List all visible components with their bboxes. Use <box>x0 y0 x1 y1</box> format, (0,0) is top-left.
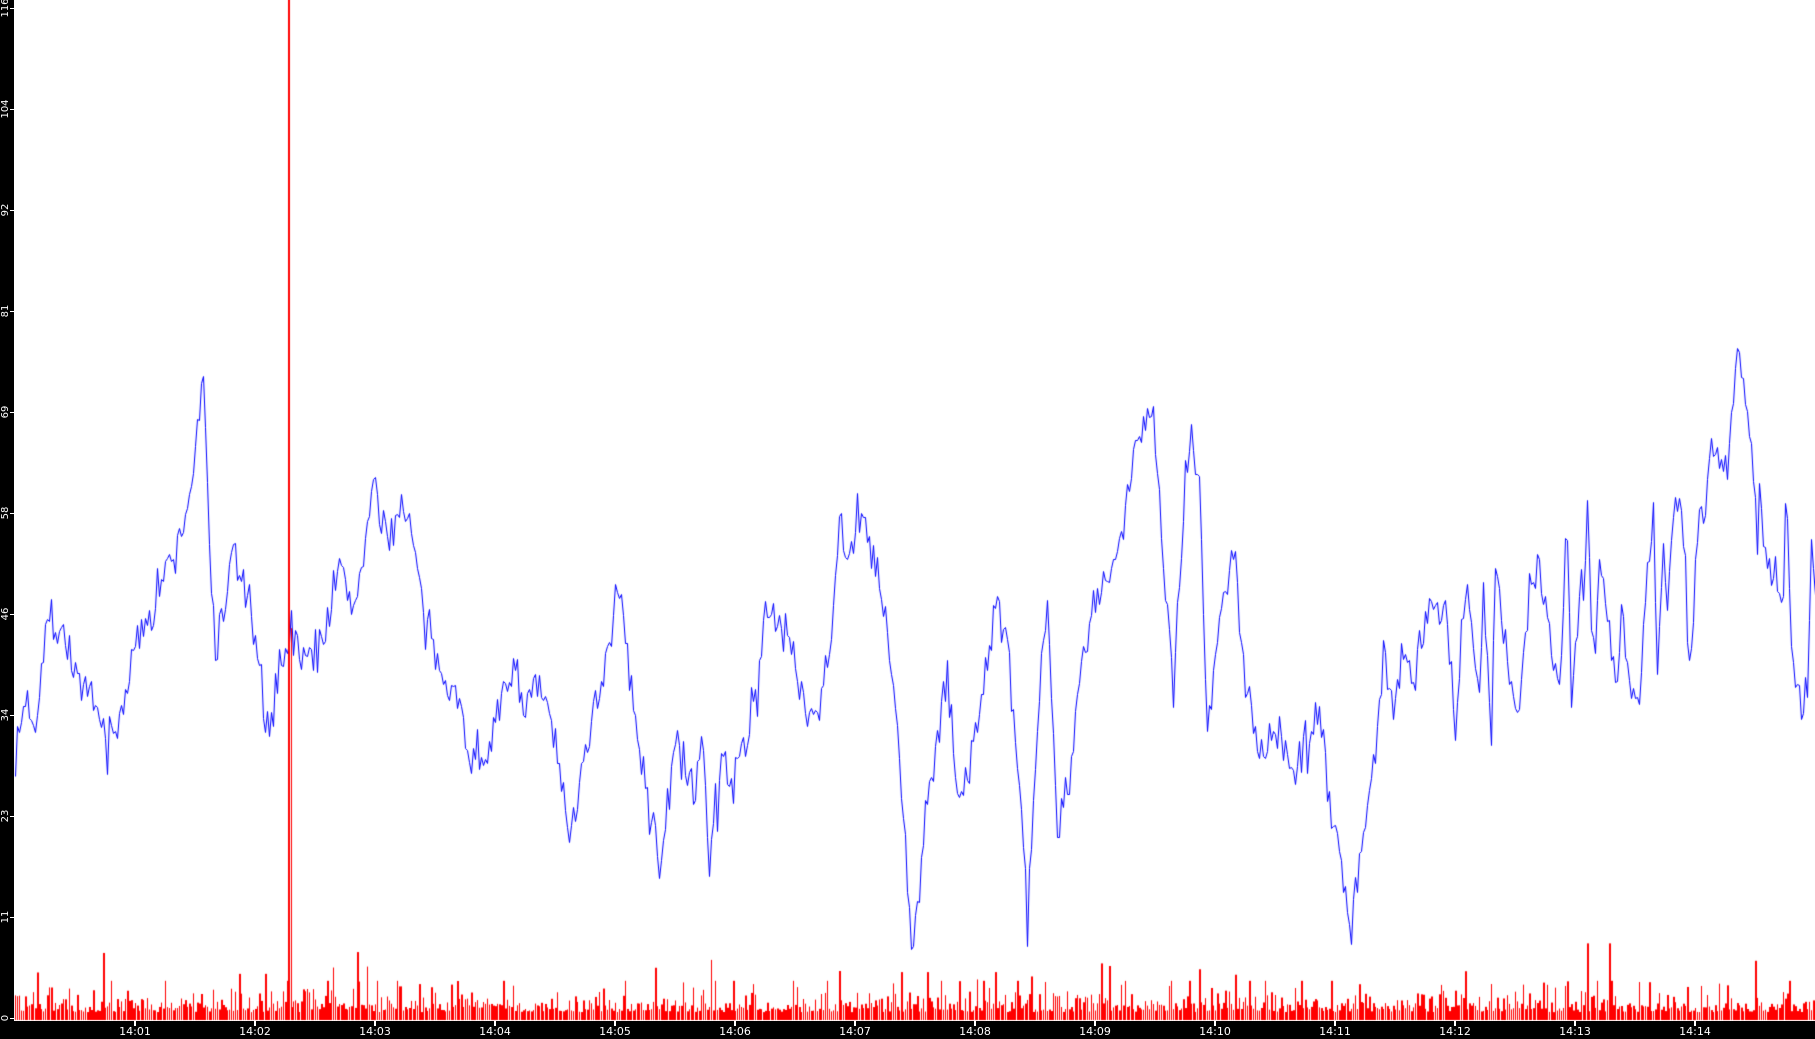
x-axis-tick <box>1094 1021 1096 1026</box>
x-axis-tick <box>1694 1021 1696 1026</box>
y-tick-label: 58 <box>0 506 11 520</box>
y-tick-label: 34 <box>0 708 11 722</box>
x-axis-tick <box>1214 1021 1216 1026</box>
x-tick-label: 14:07 <box>839 1025 871 1038</box>
x-axis-tick <box>1334 1021 1336 1026</box>
y-tick-label: 11 <box>0 910 11 924</box>
y-axis-tick <box>10 1017 14 1019</box>
x-tick-label: 14:09 <box>1079 1025 1111 1038</box>
x-axis-tick <box>614 1021 616 1026</box>
x-axis-tick <box>734 1021 736 1026</box>
y-axis-tick <box>10 512 14 514</box>
y-axis-tick <box>10 310 14 312</box>
y-axis-tick <box>10 209 14 211</box>
y-tick-label: 116 <box>0 0 11 18</box>
x-axis-tick <box>374 1021 376 1026</box>
y-axis-tick <box>10 613 14 615</box>
x-tick-label: 14:01 <box>119 1025 151 1038</box>
y-axis-tick <box>10 411 14 413</box>
y-tick-label: 92 <box>0 203 11 217</box>
x-axis-tick <box>1454 1021 1456 1026</box>
y-axis-tick <box>10 7 14 9</box>
x-axis-tick <box>134 1021 136 1026</box>
x-axis-tick <box>1574 1021 1576 1026</box>
x-tick-label: 14:13 <box>1559 1025 1591 1038</box>
y-tick-label: 69 <box>0 405 11 419</box>
x-tick-label: 14:06 <box>719 1025 751 1038</box>
y-tick-label: 46 <box>0 607 11 621</box>
x-axis-tick <box>494 1021 496 1026</box>
x-tick-label: 14:02 <box>239 1025 271 1038</box>
x-axis-tick <box>974 1021 976 1026</box>
y-tick-label: 81 <box>0 304 11 318</box>
x-tick-label: 14:05 <box>599 1025 631 1038</box>
x-axis-tick <box>254 1021 256 1026</box>
y-tick-label: 104 <box>0 99 11 119</box>
x-tick-label: 14:11 <box>1319 1025 1351 1038</box>
y-axis-tick <box>10 916 14 918</box>
y-tick-label: 23 <box>0 809 11 823</box>
y-axis-tick <box>10 108 14 110</box>
x-tick-label: 14:10 <box>1199 1025 1231 1038</box>
y-axis-tick <box>10 815 14 817</box>
x-tick-label: 14:03 <box>359 1025 391 1038</box>
x-axis-bar: 14:01 14:02 14:03 14:04 14:05 14:06 14:07 14:08… <box>0 1021 1815 1039</box>
y-axis-bar: 0 11 23 34 46 58 69 81 92 104 116 <box>0 0 14 1039</box>
x-axis-tick <box>854 1021 856 1026</box>
x-tick-label: 14:08 <box>959 1025 991 1038</box>
x-tick-label: 14:04 <box>479 1025 511 1038</box>
x-tick-label: 14:14 <box>1679 1025 1711 1038</box>
y-axis-tick <box>10 714 14 716</box>
x-tick-label: 14:12 <box>1439 1025 1471 1038</box>
